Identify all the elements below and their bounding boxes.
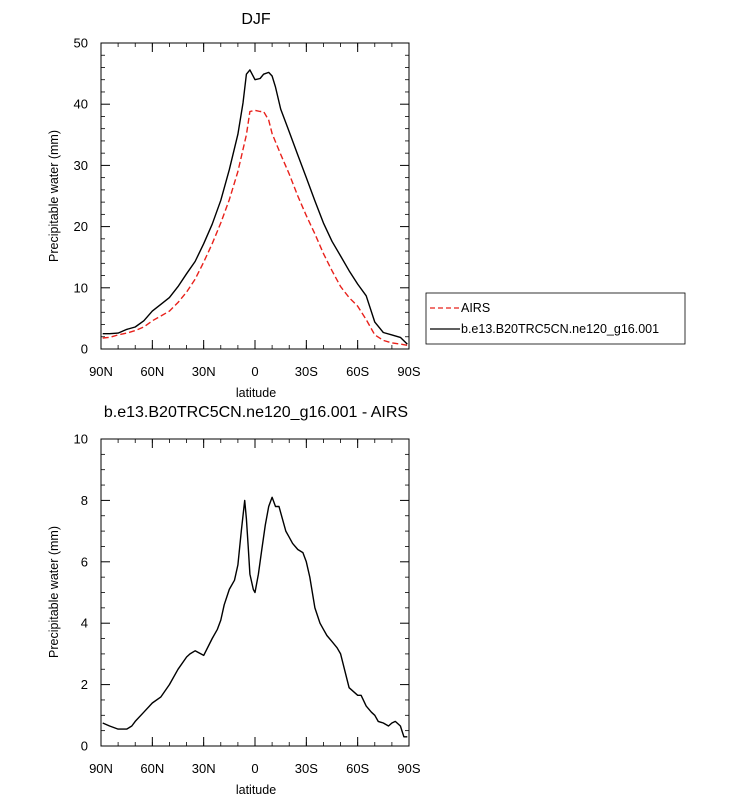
y-tick-label: 20 — [74, 219, 88, 234]
bottom-chart-x-tick-labels: 90N 60N 30N 0 30S 60S 90S — [89, 761, 421, 776]
top-chart: DJF 90N 60N 30N 0 30S 60S 90S 0 10 20 30 40 50 lati… — [47, 11, 686, 400]
bottom-chart: b.e13.B20TRC5CN.ne120_g16.001 - AIRS 90N… — [47, 404, 421, 797]
y-tick-label: 2 — [81, 677, 88, 692]
y-tick-label: 0 — [81, 342, 88, 357]
legend-box — [425, 292, 686, 345]
y-tick-label: 40 — [74, 97, 88, 112]
top-chart-y-tick-labels: 0 10 20 30 40 50 — [74, 36, 88, 357]
x-tick-label: 0 — [251, 761, 258, 776]
y-tick-label: 8 — [81, 493, 88, 508]
top-chart-x-axis-label: latitude — [236, 386, 276, 400]
bottom-chart-frame — [100, 438, 410, 747]
x-tick-label: 90N — [89, 364, 113, 379]
x-tick-label: 30S — [295, 761, 318, 776]
bottom-chart-title: b.e13.B20TRC5CN.ne120_g16.001 - AIRS — [104, 404, 408, 421]
top-chart-y-axis-label: Precipitable water (mm) — [47, 130, 61, 262]
x-tick-label: 60N — [140, 364, 164, 379]
bottom-chart-series — [102, 496, 408, 738]
model-series-line-diff — [102, 496, 408, 738]
top-chart-series — [102, 69, 408, 346]
top-chart-x-tick-labels: 90N 60N 30N 0 30S 60S 90S — [89, 364, 421, 379]
bottom-chart-y-axis-label: Precipitable water (mm) — [47, 526, 61, 658]
x-tick-label: 90S — [397, 761, 420, 776]
y-tick-label: 30 — [74, 158, 88, 173]
top-chart-title: DJF — [241, 11, 271, 28]
y-tick-label: 50 — [74, 36, 88, 51]
y-tick-label: 4 — [81, 616, 88, 631]
y-tick-label: 10 — [74, 280, 88, 295]
x-tick-label: 60N — [140, 761, 164, 776]
x-tick-label: 60S — [346, 761, 369, 776]
bottom-chart-y-tick-labels: 0 2 4 6 8 10 — [74, 432, 88, 754]
legend-label-model: b.e13.B20TRC5CN.ne120_g16.001 — [461, 322, 659, 336]
y-tick-label: 10 — [74, 432, 88, 447]
bottom-chart-x-axis-label: latitude — [236, 783, 276, 797]
x-tick-label: 30N — [192, 761, 216, 776]
x-tick-label: 60S — [346, 364, 369, 379]
x-tick-label: 0 — [251, 364, 258, 379]
x-tick-label: 90N — [89, 761, 113, 776]
airs-series-line — [102, 109, 408, 346]
x-tick-label: 30N — [192, 364, 216, 379]
x-tick-label: 90S — [397, 364, 420, 379]
model-series-line — [102, 69, 408, 345]
y-tick-label: 0 — [81, 739, 88, 754]
top-chart-frame — [100, 42, 410, 350]
x-tick-label: 30S — [295, 364, 318, 379]
top-chart-legend: AIRS b.e13.B20TRC5CN.ne120_g16.001 — [425, 292, 686, 345]
y-tick-label: 6 — [81, 554, 88, 569]
legend-label-airs: AIRS — [461, 301, 490, 315]
